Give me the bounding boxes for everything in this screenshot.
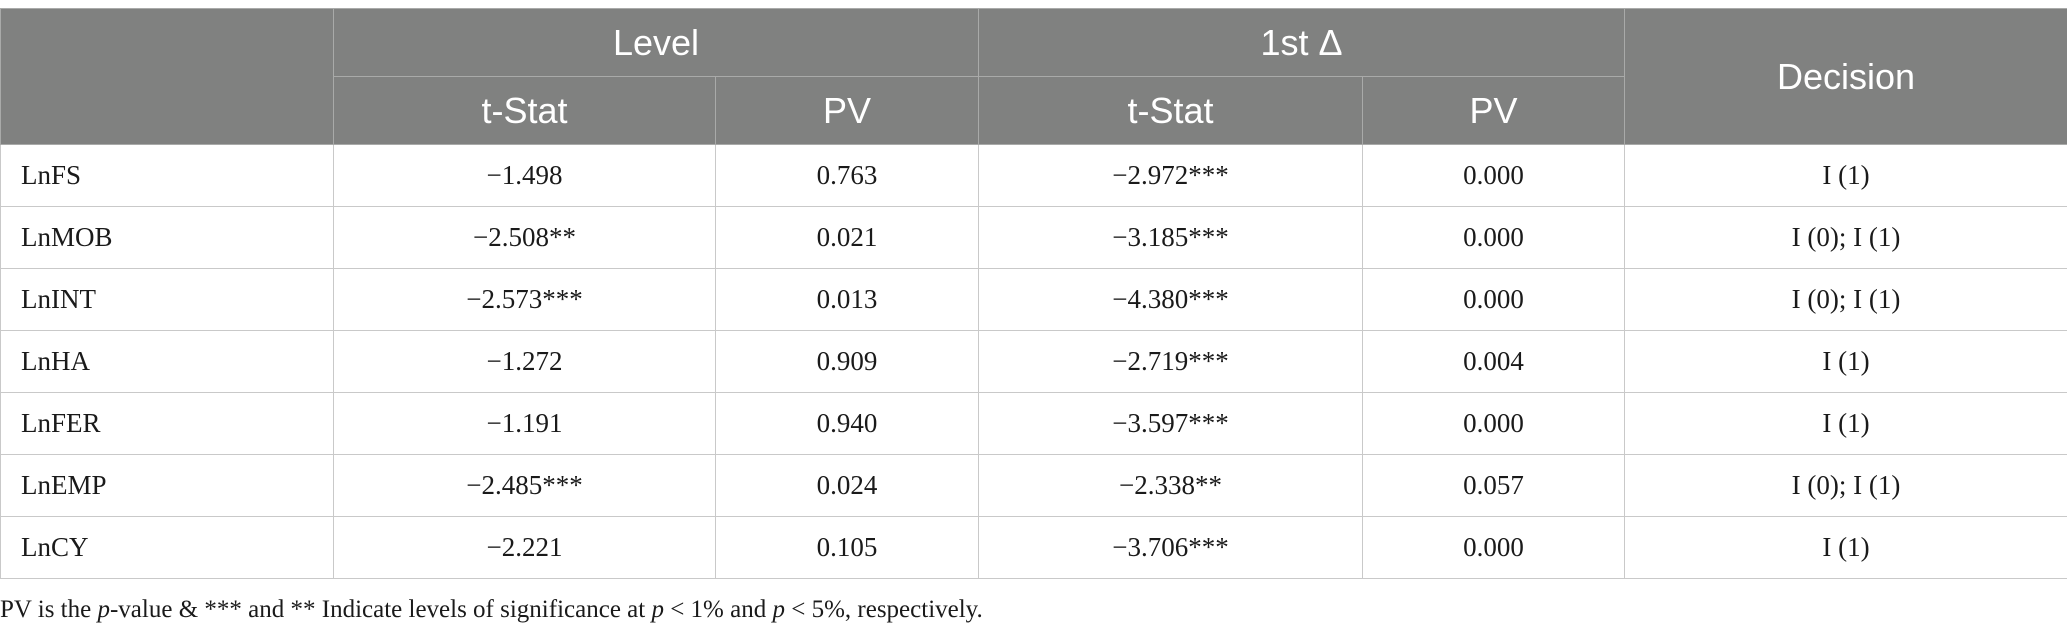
cell-variable: LnMOB <box>0 206 334 269</box>
cell-diff-pv: 0.000 <box>1361 268 1626 331</box>
cell-variable: LnFS <box>0 144 334 207</box>
cell-variable: LnHA <box>0 330 334 393</box>
cell-decision: I (1) <box>1624 392 2067 455</box>
table-footnote: PV is the p-value & *** and ** Indicate … <box>0 596 983 624</box>
footnote-p-italic-3: p <box>772 596 785 623</box>
header-diff-tstat: t-Stat <box>978 76 1363 145</box>
cell-level-tstat: −2.573*** <box>333 268 716 331</box>
table-row: LnFS −1.498 0.763 −2.972*** 0.000 I (1) <box>0 144 2067 207</box>
cell-variable: LnCY <box>0 516 334 579</box>
table-row: LnINT −2.573*** 0.013 −4.380*** 0.000 I … <box>0 268 2067 331</box>
cell-decision: I (1) <box>1624 516 2067 579</box>
table-row: LnCY −2.221 0.105 −3.706*** 0.000 I (1) <box>0 516 2067 579</box>
table-body: LnFS −1.498 0.763 −2.972*** 0.000 I (1) … <box>0 144 2067 579</box>
footnote-text-4: < 5%, respectively. <box>784 596 983 623</box>
table-header: Level 1st Δ Decision t-Stat PV t-Stat PV <box>0 8 2067 145</box>
cell-variable: LnINT <box>0 268 334 331</box>
header-variable-blank <box>0 8 334 145</box>
unit-root-table: Level 1st Δ Decision t-Stat PV t-Stat PV… <box>0 8 2067 579</box>
cell-diff-tstat: −2.338** <box>978 454 1363 517</box>
header-group-level: Level <box>333 8 979 77</box>
cell-diff-pv: 0.000 <box>1361 144 1626 207</box>
cell-decision: I (1) <box>1624 144 2067 207</box>
table-row: LnFER −1.191 0.940 −3.597*** 0.000 I (1) <box>0 392 2067 455</box>
cell-level-tstat: −2.508** <box>333 206 716 269</box>
cell-level-pv: 0.024 <box>715 454 979 517</box>
footnote-p-italic-2: p <box>651 596 664 623</box>
header-level-pv: PV <box>715 76 979 145</box>
cell-diff-tstat: −3.706*** <box>978 516 1363 579</box>
footnote-text-1: PV is the <box>0 596 98 623</box>
table-row: LnMOB −2.508** 0.021 −3.185*** 0.000 I (… <box>0 206 2067 269</box>
unit-root-table-container: Level 1st Δ Decision t-Stat PV t-Stat PV… <box>0 8 2067 579</box>
header-decision: Decision <box>1624 8 2067 145</box>
cell-level-tstat: −2.485*** <box>333 454 716 517</box>
cell-level-pv: 0.021 <box>715 206 979 269</box>
cell-decision: I (0); I (1) <box>1624 268 2067 331</box>
header-group-first-difference: 1st Δ <box>977 8 1626 77</box>
header-diff-pv: PV <box>1361 76 1626 145</box>
cell-diff-pv: 0.004 <box>1361 330 1626 393</box>
cell-variable: LnFER <box>0 392 334 455</box>
cell-diff-pv: 0.000 <box>1361 516 1626 579</box>
footnote-p-italic-1: p <box>97 596 110 623</box>
table-row: LnEMP −2.485*** 0.024 −2.338** 0.057 I (… <box>0 454 2067 517</box>
cell-decision: I (0); I (1) <box>1624 454 2067 517</box>
footnote-text-2: -value & *** and ** Indicate levels of s… <box>109 596 652 623</box>
cell-diff-pv: 0.057 <box>1361 454 1626 517</box>
cell-level-tstat: −1.498 <box>333 144 716 207</box>
cell-diff-pv: 0.000 <box>1361 392 1626 455</box>
table-row: LnHA −1.272 0.909 −2.719*** 0.004 I (1) <box>0 330 2067 393</box>
cell-diff-tstat: −2.719*** <box>978 330 1363 393</box>
cell-level-tstat: −1.272 <box>333 330 716 393</box>
header-level-tstat: t-Stat <box>333 76 716 145</box>
cell-diff-pv: 0.000 <box>1361 206 1626 269</box>
cell-level-tstat: −1.191 <box>333 392 716 455</box>
cell-variable: LnEMP <box>0 454 334 517</box>
cell-diff-tstat: −3.597*** <box>978 392 1363 455</box>
cell-diff-tstat: −3.185*** <box>978 206 1363 269</box>
footnote-text-3: < 1% and <box>663 596 773 623</box>
cell-level-pv: 0.909 <box>715 330 979 393</box>
cell-level-pv: 0.940 <box>715 392 979 455</box>
cell-level-pv: 0.013 <box>715 268 979 331</box>
cell-diff-tstat: −4.380*** <box>978 268 1363 331</box>
cell-diff-tstat: −2.972*** <box>978 144 1363 207</box>
cell-level-pv: 0.763 <box>715 144 979 207</box>
cell-level-tstat: −2.221 <box>333 516 716 579</box>
cell-decision: I (0); I (1) <box>1624 206 2067 269</box>
cell-level-pv: 0.105 <box>715 516 979 579</box>
cell-decision: I (1) <box>1624 330 2067 393</box>
